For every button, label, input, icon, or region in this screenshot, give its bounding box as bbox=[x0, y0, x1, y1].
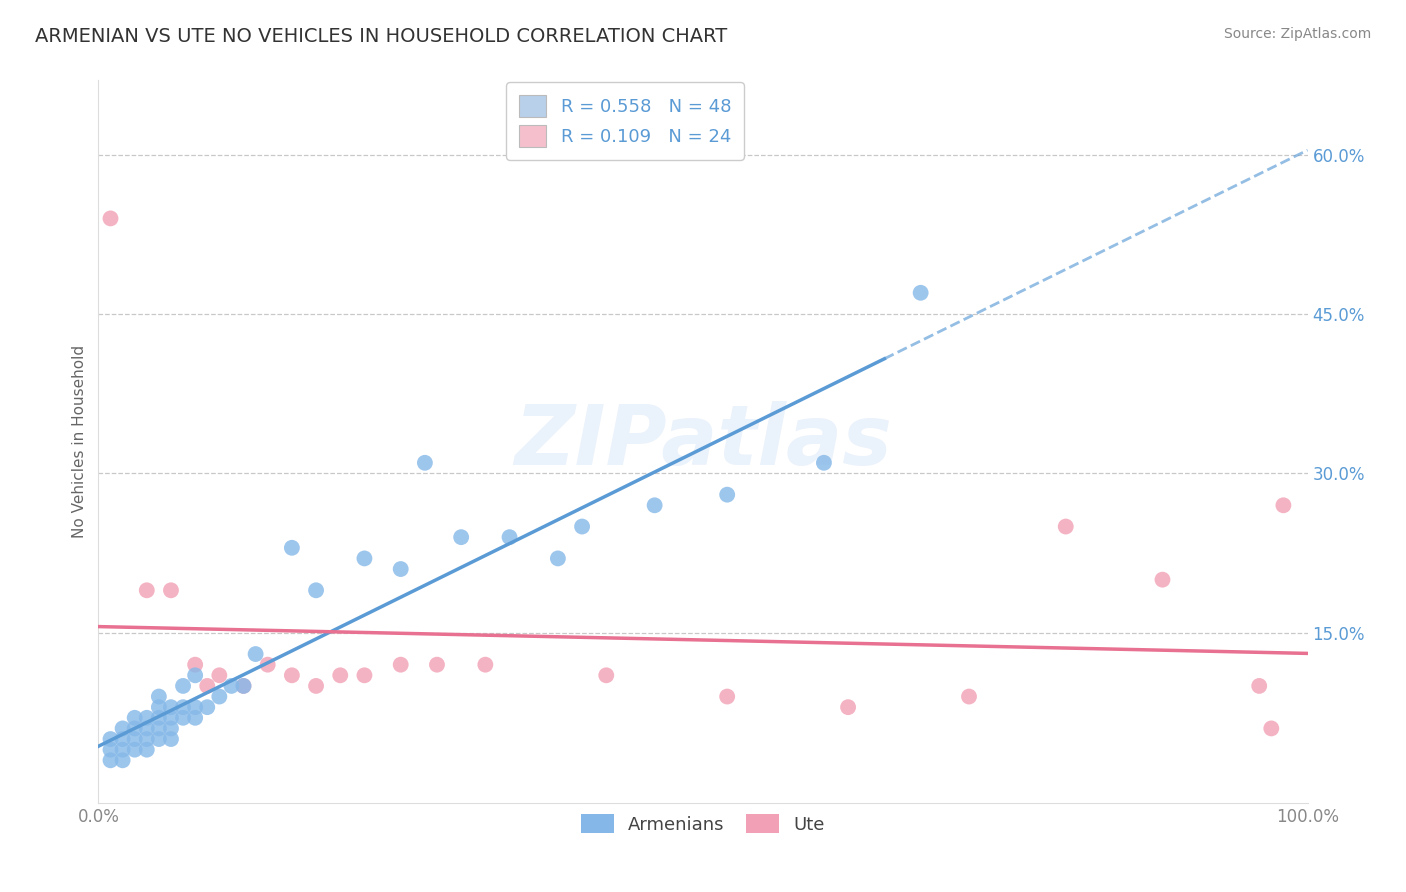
Point bbox=[148, 722, 170, 736]
Point bbox=[1152, 573, 1174, 587]
Point bbox=[208, 690, 231, 704]
Point bbox=[1054, 519, 1077, 533]
Point bbox=[111, 742, 134, 756]
Point bbox=[100, 742, 122, 756]
Point bbox=[1260, 722, 1282, 736]
Point bbox=[305, 679, 328, 693]
Point bbox=[148, 700, 170, 714]
Point bbox=[195, 679, 218, 693]
Point bbox=[716, 488, 738, 502]
Point bbox=[208, 668, 231, 682]
Point bbox=[135, 732, 157, 747]
Point bbox=[100, 211, 122, 226]
Point bbox=[413, 456, 436, 470]
Point bbox=[498, 530, 520, 544]
Point bbox=[329, 668, 352, 682]
Point bbox=[450, 530, 472, 544]
Point bbox=[135, 722, 157, 736]
Point bbox=[172, 711, 194, 725]
Point bbox=[124, 732, 146, 747]
Point bbox=[100, 732, 122, 747]
Point bbox=[1249, 679, 1271, 693]
Point bbox=[474, 657, 496, 672]
Point bbox=[353, 668, 375, 682]
Point bbox=[160, 722, 183, 736]
Point bbox=[172, 679, 194, 693]
Point bbox=[111, 722, 134, 736]
Point bbox=[813, 456, 835, 470]
Point bbox=[148, 732, 170, 747]
Point bbox=[160, 583, 183, 598]
Point bbox=[232, 679, 254, 693]
Y-axis label: No Vehicles in Household: No Vehicles in Household bbox=[72, 345, 87, 538]
Point bbox=[135, 583, 157, 598]
Point bbox=[426, 657, 449, 672]
Point bbox=[910, 285, 932, 300]
Point bbox=[160, 732, 183, 747]
Point bbox=[837, 700, 859, 714]
Point bbox=[281, 541, 304, 555]
Point bbox=[353, 551, 375, 566]
Text: Source: ZipAtlas.com: Source: ZipAtlas.com bbox=[1223, 27, 1371, 41]
Point bbox=[184, 700, 207, 714]
Point bbox=[135, 711, 157, 725]
Point bbox=[595, 668, 617, 682]
Point bbox=[172, 700, 194, 714]
Point bbox=[111, 732, 134, 747]
Point bbox=[124, 711, 146, 725]
Point bbox=[135, 742, 157, 756]
Point bbox=[124, 742, 146, 756]
Point bbox=[305, 583, 328, 598]
Point bbox=[195, 700, 218, 714]
Point bbox=[281, 668, 304, 682]
Point bbox=[148, 711, 170, 725]
Point bbox=[716, 690, 738, 704]
Point bbox=[184, 711, 207, 725]
Point bbox=[111, 753, 134, 767]
Point bbox=[571, 519, 593, 533]
Point bbox=[644, 498, 666, 512]
Point bbox=[389, 562, 412, 576]
Point bbox=[389, 657, 412, 672]
Point bbox=[100, 753, 122, 767]
Point bbox=[547, 551, 569, 566]
Point bbox=[148, 690, 170, 704]
Point bbox=[184, 657, 207, 672]
Text: ZIPatlas: ZIPatlas bbox=[515, 401, 891, 482]
Point bbox=[232, 679, 254, 693]
Text: ARMENIAN VS UTE NO VEHICLES IN HOUSEHOLD CORRELATION CHART: ARMENIAN VS UTE NO VEHICLES IN HOUSEHOLD… bbox=[35, 27, 727, 45]
Point bbox=[221, 679, 243, 693]
Point bbox=[184, 668, 207, 682]
Legend: Armenians, Ute: Armenians, Ute bbox=[574, 807, 832, 841]
Point bbox=[160, 700, 183, 714]
Point bbox=[160, 711, 183, 725]
Point bbox=[245, 647, 267, 661]
Point bbox=[256, 657, 278, 672]
Point bbox=[957, 690, 980, 704]
Point bbox=[1272, 498, 1295, 512]
Point bbox=[124, 722, 146, 736]
